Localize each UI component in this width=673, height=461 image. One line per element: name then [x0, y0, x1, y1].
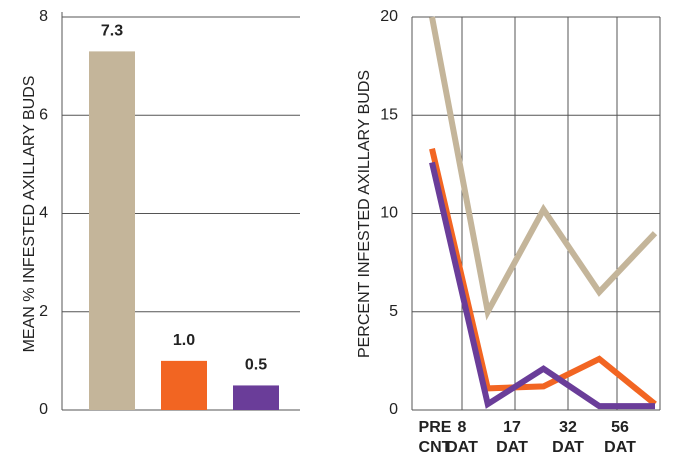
x-tick-label: 8 DAT	[446, 419, 478, 456]
line	[429, 161, 655, 410]
y-tick-label: 20	[380, 8, 398, 25]
y-tick-label: 6	[39, 106, 48, 123]
x-tick-label: 56 DAT	[604, 419, 636, 456]
y-axis-label: PERCENT INFESTED AXILLARY BUDS	[356, 70, 373, 358]
bar	[161, 360, 207, 410]
y-tick-label: 2	[39, 303, 48, 320]
y-tick-label: 0	[39, 401, 48, 418]
value-label: 1.0	[173, 332, 195, 349]
y-tick-label: 5	[389, 303, 398, 320]
y-tick-label: 8	[39, 8, 48, 25]
x-tick-label: PRE CNT	[418, 419, 452, 456]
value-label: 7.3	[101, 23, 123, 40]
bar	[89, 51, 135, 410]
x-tick-label: 32 DAT	[552, 419, 584, 456]
bar	[233, 385, 279, 410]
y-tick-label: 10	[380, 205, 398, 222]
value-label: 0.5	[245, 357, 267, 374]
y-tick-label: 15	[380, 106, 398, 123]
y-tick-label: 4	[39, 205, 48, 222]
y-axis-label: MEAN % INFESTED AXILLARY BUDS	[21, 76, 38, 353]
line	[429, 147, 657, 407]
line	[429, 16, 658, 321]
y-tick-label: 0	[389, 401, 398, 418]
x-tick-label: 17 DAT	[496, 419, 528, 456]
